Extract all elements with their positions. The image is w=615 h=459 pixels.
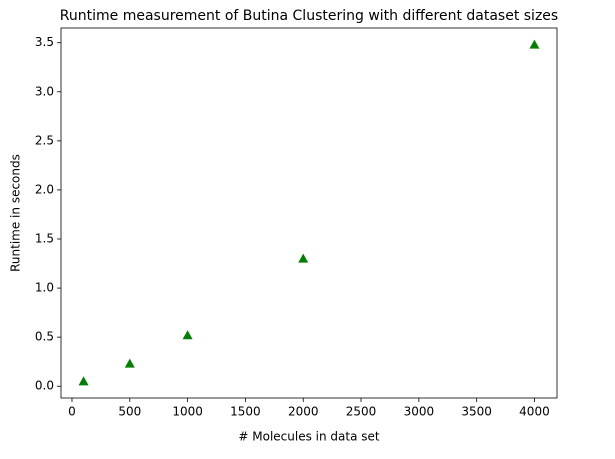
- x-tick-label: 1500: [230, 405, 261, 419]
- x-tick-label: 2000: [288, 405, 319, 419]
- data-point: [78, 376, 89, 386]
- y-tick-label: 0.5: [35, 330, 54, 344]
- y-tick-label: 1.5: [35, 232, 54, 246]
- y-tick-label: 3.5: [35, 35, 54, 49]
- data-point: [298, 253, 309, 263]
- y-tick-label: 3.0: [35, 84, 54, 98]
- y-tick-label: 2.0: [35, 182, 54, 196]
- x-tick-label: 3500: [461, 405, 492, 419]
- plot-frame: [60, 27, 558, 399]
- x-axis-label: # Molecules in data set: [238, 430, 380, 444]
- chart-title: Runtime measurement of Butina Clustering…: [60, 8, 558, 24]
- x-tick-label: 0: [68, 405, 76, 419]
- y-tick-label: 1.0: [35, 281, 54, 295]
- data-point: [182, 330, 193, 340]
- x-tick-label: 500: [118, 405, 141, 419]
- data-point: [124, 358, 135, 368]
- x-tick-label: 2500: [346, 405, 377, 419]
- data-point: [529, 39, 540, 49]
- y-tick-label: 0.0: [35, 379, 54, 393]
- x-tick-label: 1000: [172, 405, 203, 419]
- y-tick-label: 2.5: [35, 133, 54, 147]
- x-tick-label: 4000: [519, 405, 550, 419]
- x-tick-label: 3000: [404, 405, 435, 419]
- y-axis-label: Runtime in seconds: [9, 154, 23, 272]
